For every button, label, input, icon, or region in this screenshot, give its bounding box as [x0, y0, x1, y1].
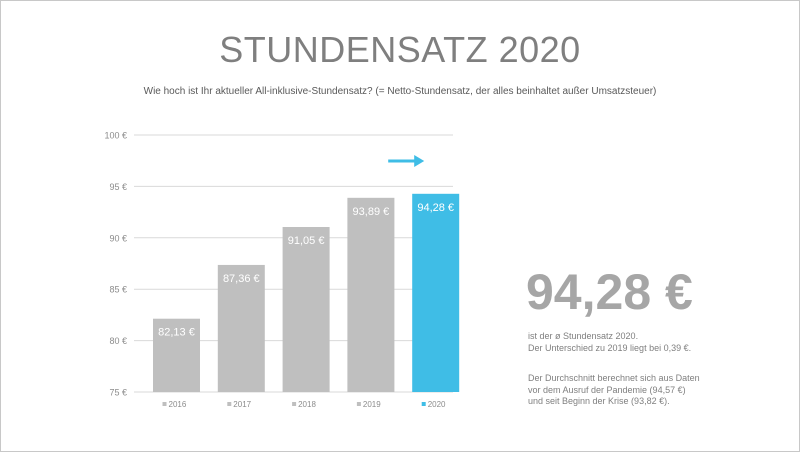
highlight-value: 94,28 €	[526, 264, 693, 320]
summary-note-line: ist der ø Stundensatz 2020.	[528, 331, 639, 341]
bar-data-label: 93,89 €	[353, 206, 390, 218]
legend-label: 2016	[169, 400, 187, 409]
bar-data-label: 94,28 €	[417, 202, 454, 214]
bar	[282, 227, 330, 392]
legend-swatch	[227, 402, 232, 406]
methodology-note-line: vor dem Ausruf der Pandemie (94,57 €)	[528, 384, 686, 395]
y-tick-label: 80 €	[109, 336, 127, 346]
methodology-note-line: und seit Beginn der Krise (93,82 €).	[528, 396, 670, 406]
right-arrow-icon-head	[414, 155, 425, 167]
legend-swatch	[356, 402, 361, 406]
bar	[153, 318, 200, 392]
slide-subtitle: Wie hoch ist Ihr aktueller All-inklusive…	[143, 86, 657, 97]
summary-note-line: Der Unterschied zu 2019 liegt bei 0,39 €…	[528, 342, 692, 353]
methodology-note: Der Durchschnitt berechnet sich aus Date…	[528, 373, 700, 408]
y-tick-label: 95 €	[109, 182, 127, 192]
y-tick-label: 75 €	[109, 388, 127, 398]
bar-data-label: 91,05 €	[288, 235, 325, 247]
bar	[412, 193, 460, 392]
bar	[217, 264, 265, 392]
bar	[347, 197, 395, 392]
y-tick-label: 85 €	[109, 285, 127, 295]
methodology-note-line: Der Durchschnitt berechnet sich aus Date…	[528, 373, 700, 383]
legend-label: 2018	[298, 400, 316, 409]
legend-label: 2020	[428, 400, 446, 409]
legend-swatch	[162, 402, 167, 406]
legend-label: 2017	[233, 400, 251, 409]
legend-label: 2019	[363, 400, 381, 409]
legend-swatch	[292, 402, 297, 406]
slide-title: STUNDENSATZ 2020	[219, 29, 581, 70]
legend-swatch	[421, 402, 426, 406]
y-tick-label: 90 €	[109, 233, 127, 243]
bar-data-label: 87,36 €	[223, 273, 260, 285]
bar-data-label: 82,13 €	[158, 327, 195, 339]
y-tick-label: 100 €	[104, 131, 127, 141]
summary-note: ist der ø Stundensatz 2020. Der Unterschi…	[528, 331, 691, 354]
